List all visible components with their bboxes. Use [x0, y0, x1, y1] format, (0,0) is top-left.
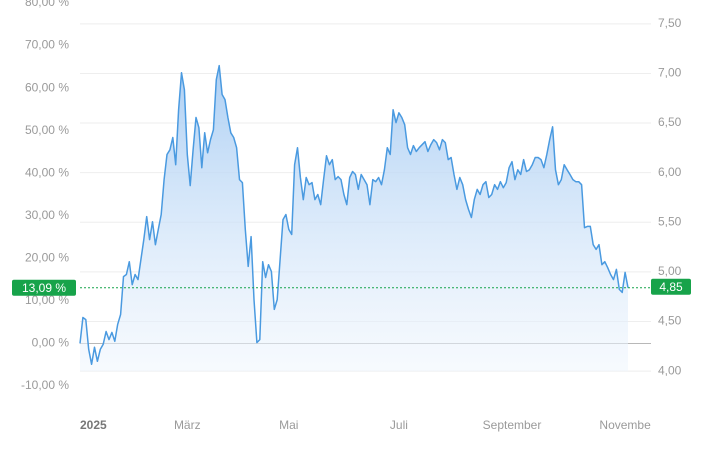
y2-tick-label: 6,00: [658, 165, 682, 179]
y-tick-label: 10,00 %: [25, 293, 69, 307]
x-tick-label: Juli: [390, 418, 408, 432]
y-tick-label: 70,00 %: [25, 38, 69, 52]
x-tick-label: Novembe: [599, 418, 651, 432]
y2-tick-label: 7,00: [658, 66, 682, 80]
y2-tick-label: 4,00: [658, 363, 682, 377]
y2-tick-label: 5,00: [658, 264, 682, 278]
y-tick-label: 50,00 %: [25, 123, 69, 137]
y2-tick-label: 7,50: [658, 16, 682, 30]
x-tick-label: 2025: [80, 418, 107, 432]
y2-tick-label: 6,50: [658, 115, 682, 129]
y-tick-label: 20,00 %: [25, 251, 69, 265]
x-tick-label: September: [483, 418, 542, 432]
y-tick-label: 30,00 %: [25, 208, 69, 222]
y-tick-label: -10,00 %: [21, 378, 69, 392]
current-price-box: [651, 278, 691, 295]
area: [80, 65, 628, 372]
y2-tick-label: 4,50: [658, 314, 682, 328]
y-tick-label: 60,00 %: [25, 80, 69, 94]
current-value-box: [12, 279, 76, 296]
x-tick-label: Mai: [279, 418, 298, 432]
current-value-label: 13,09 %: [22, 281, 66, 295]
y-tick-label: 0,00 %: [32, 336, 70, 350]
x-tick-label: März: [174, 418, 201, 432]
price-line: [79, 64, 629, 366]
y-tick-label: 80,00 %: [25, 0, 69, 9]
y-tick-label: 40,00 %: [25, 165, 69, 179]
current-price-label: 4,85: [659, 280, 683, 294]
y2-tick-label: 5,50: [658, 214, 682, 228]
